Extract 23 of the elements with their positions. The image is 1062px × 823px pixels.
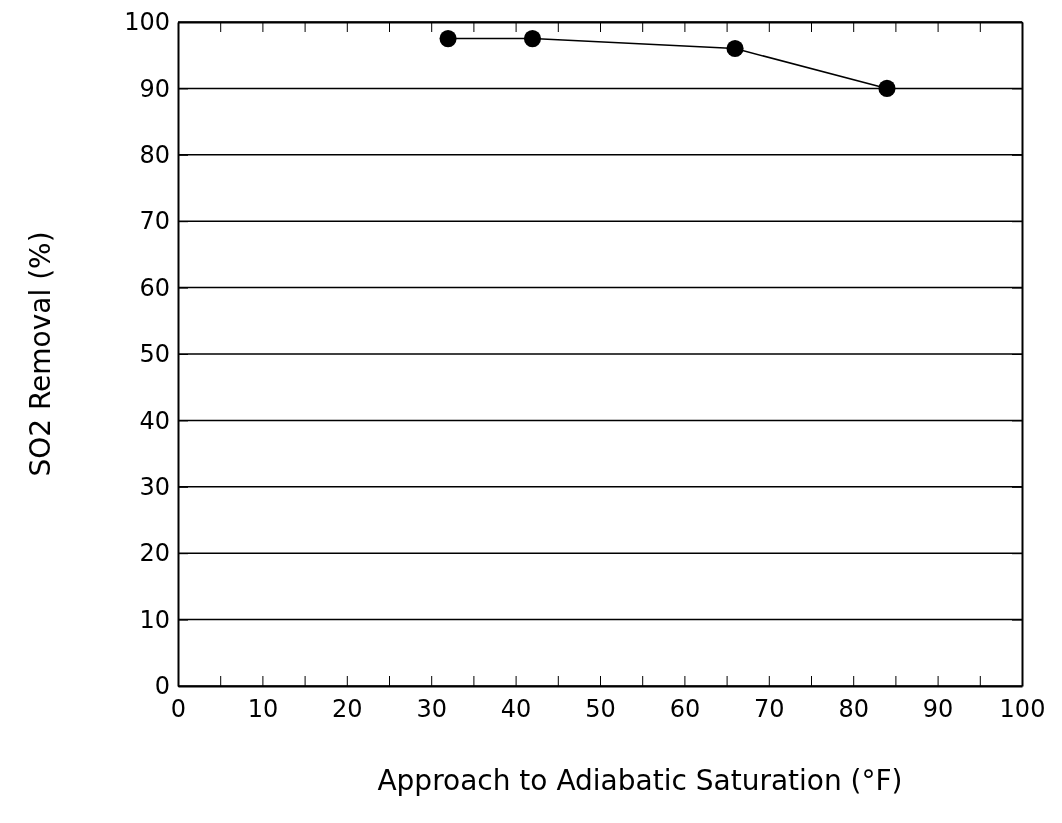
x-tick-label: 50 xyxy=(585,695,616,724)
x-tick-label: 20 xyxy=(332,695,363,724)
x-tick-label: 30 xyxy=(416,695,447,724)
y-tick-label: 50 xyxy=(139,340,170,369)
x-tick-label: 60 xyxy=(669,695,701,724)
y-tick-label: 0 xyxy=(154,672,170,701)
x-tick-label: 70 xyxy=(754,695,785,724)
x-tick-label: 80 xyxy=(838,695,869,724)
y-tick-label: 80 xyxy=(139,140,170,169)
y-tick-label: 100 xyxy=(124,8,170,37)
y-tick-label: 70 xyxy=(139,207,170,236)
y-tick-label: 60 xyxy=(139,273,170,302)
y-tick-label: 20 xyxy=(139,539,170,568)
x-tick-label: 100 xyxy=(999,695,1046,724)
y-tick-label: 90 xyxy=(139,74,170,103)
x-tick-label: 10 xyxy=(247,695,279,724)
y-tick-label: 30 xyxy=(139,472,170,501)
x-tick-label: 40 xyxy=(500,695,532,724)
x-axis-title: Approach to Adiabatic Saturation (°F) xyxy=(377,764,903,797)
x-tick-label: 90 xyxy=(922,695,954,724)
y-tick-label: 40 xyxy=(139,406,170,435)
y-axis-title: SO2 Removal (%) xyxy=(24,231,57,477)
y-tick-label: 10 xyxy=(139,605,170,634)
